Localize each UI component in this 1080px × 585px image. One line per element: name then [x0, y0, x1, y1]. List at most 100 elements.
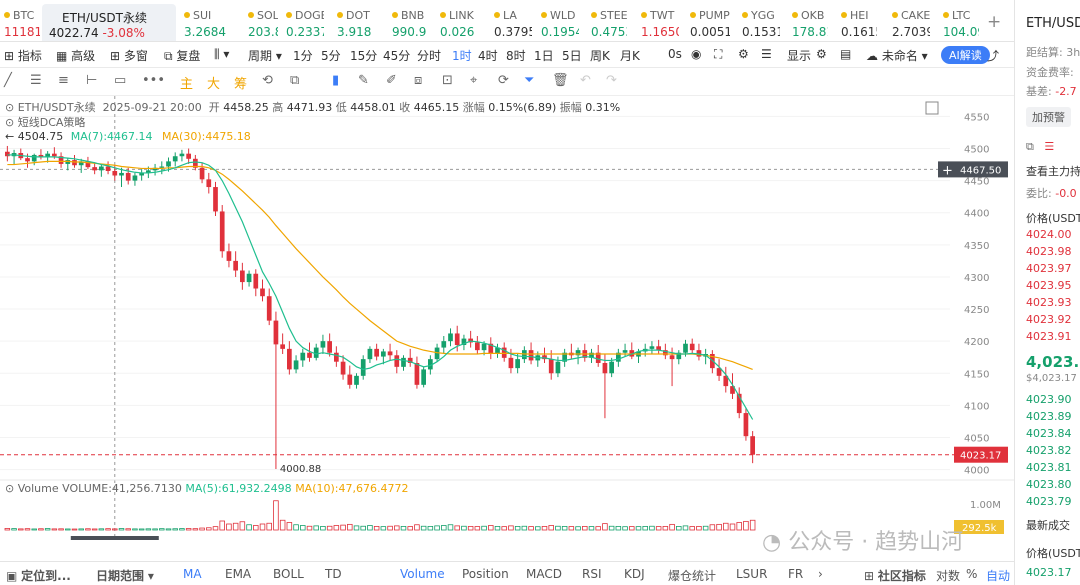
percent-toggle[interactable]: % — [966, 567, 978, 581]
ticker-item[interactable]: LA 0.3795 — [494, 0, 532, 41]
channel-tool-icon[interactable]: ≡ — [58, 73, 69, 88]
filter-icon[interactable]: ⏷ — [524, 73, 535, 88]
tab-eth-usdt[interactable]: ETH/USDT永续 4022.74 -3.08% — [42, 4, 176, 41]
period-1h[interactable]: 1时 — [452, 49, 472, 63]
candle — [186, 148, 191, 164]
period-dropdown[interactable]: 周期 ▾ — [248, 49, 282, 63]
replay-button[interactable]: ⧉ 复盘 — [164, 49, 201, 63]
line-tool-icon[interactable]: ╱ — [4, 73, 12, 88]
more-indicators-icon[interactable]: › — [818, 567, 823, 581]
panel-tabs[interactable]: ⧉ ☰ — [1026, 140, 1054, 154]
ticker-item[interactable]: WLD 0.1954 — [541, 0, 579, 41]
ticker-item[interactable]: DOT 3.918 — [337, 0, 371, 41]
share-icon[interactable]: ⤴ — [987, 49, 1000, 63]
candlestick-chart[interactable]: 4000 4050 4100 4150 4200 4250 4300 4350 4400 4450… — [0, 96, 1014, 540]
add-tab-button[interactable]: + — [987, 12, 1002, 32]
ticker-item[interactable]: OKB 178.81 — [792, 0, 828, 41]
indicator-kdj[interactable]: KDJ — [624, 567, 645, 581]
undo-icon[interactable]: ↶ — [580, 73, 591, 88]
ticker-item[interactable]: TWT 1.1650 — [641, 0, 679, 41]
copy-icon[interactable]: ⧉ — [1026, 140, 1034, 153]
measure-icon[interactable]: ⧈ — [414, 73, 423, 88]
ticker-item[interactable]: YGG 0.1531 — [742, 0, 780, 41]
indicator-ema[interactable]: EMA — [225, 567, 252, 581]
main-force-tool[interactable]: 主 — [180, 77, 194, 92]
chip-tool[interactable]: 筹 — [234, 77, 248, 92]
period-5m[interactable]: 5分 — [321, 49, 341, 63]
indicator-td[interactable]: TD — [325, 567, 342, 581]
ticker-item[interactable]: HEI 0.1615 — [841, 0, 877, 41]
indicator-boll[interactable]: BOLL — [273, 567, 304, 581]
add-alert-button[interactable]: 加预警 — [1026, 107, 1071, 127]
trash-icon[interactable]: 🗑 — [552, 73, 569, 88]
indicator-position[interactable]: Position — [462, 567, 509, 581]
lock-icon[interactable]: ⊡ — [442, 73, 453, 88]
refresh-interval[interactable]: 0s — [668, 47, 682, 61]
auto-scale-toggle[interactable]: 自动 — [986, 569, 1011, 583]
period-15m[interactable]: 15分 — [350, 49, 378, 63]
period-4h[interactable]: 4时 — [478, 49, 498, 63]
ai-interpret-button[interactable]: AI解读 — [941, 46, 990, 64]
ticker-item[interactable]: BTC 111819 — [4, 0, 40, 41]
ticker-item[interactable]: SOL 203.84 — [248, 0, 278, 41]
layers-icon[interactable]: ⧉ — [290, 73, 300, 88]
brush-icon[interactable]: ✐ — [386, 73, 397, 88]
bookmark-icon[interactable]: ▮ — [332, 73, 340, 88]
fullscreen-icon[interactable]: ⛶ — [714, 47, 723, 61]
period-timeshare[interactable]: 分时 — [417, 49, 442, 63]
date-range-dropdown[interactable]: 日期范围 ▾ — [96, 569, 154, 583]
big-order-tool[interactable]: 大 — [207, 77, 221, 92]
community-indicator[interactable]: ⊞ 社区指标 — [864, 569, 926, 583]
period-1d[interactable]: 1日 — [534, 49, 554, 63]
period-45m[interactable]: 45分 — [383, 49, 411, 63]
multi-window-button[interactable]: ⊞ 多窗 — [110, 49, 148, 63]
period-1m[interactable]: 1分 — [293, 49, 313, 63]
period-8h[interactable]: 8时 — [506, 49, 526, 63]
advanced-button[interactable]: ▦ 高级 — [56, 49, 96, 63]
layout-icon[interactable]: ▤ — [840, 47, 852, 61]
pin-icon[interactable]: ⌖ — [470, 73, 478, 88]
more-tools-icon[interactable]: ••• — [142, 73, 166, 88]
ticker-item[interactable]: LTC 104.09 — [943, 0, 979, 41]
rect-tool-icon[interactable]: ▭ — [114, 73, 127, 88]
indicator-liquidation[interactable]: 爆仓统计 — [668, 569, 717, 583]
collapse-icon[interactable]: ⊙ — [5, 116, 15, 129]
link-icon[interactable]: ⟳ — [498, 73, 509, 88]
redo-icon[interactable]: ↷ — [606, 73, 617, 88]
period-week[interactable]: 周K — [590, 49, 610, 63]
layout-save-button[interactable]: ☁ 未命名 ▾ — [866, 49, 928, 63]
hline-tool-icon[interactable]: ☰ — [30, 73, 42, 88]
indicator-ma[interactable]: MA — [183, 567, 202, 581]
indicator-lsur[interactable]: LSUR — [736, 567, 768, 581]
indicator-fr[interactable]: FR — [788, 567, 804, 581]
indicator-macd[interactable]: MACD — [526, 567, 562, 581]
list-icon[interactable]: ☰ — [761, 47, 772, 61]
period-5d[interactable]: 5日 — [562, 49, 582, 63]
settings-icon[interactable]: ⚙ — [738, 47, 749, 61]
collapse-icon[interactable]: ⊙ — [5, 101, 15, 114]
ticker-item[interactable]: CAKE 2.7039 — [892, 0, 930, 41]
indicator-rsi[interactable]: RSI — [582, 567, 602, 581]
period-month[interactable]: 月K — [620, 49, 640, 63]
ticker-item[interactable]: BNB 990.92 — [392, 0, 426, 41]
ticker-item[interactable]: LINK 0.0267 — [440, 0, 474, 41]
pencil-icon[interactable]: ✎ — [358, 73, 369, 88]
candle-body — [501, 347, 507, 358]
log-scale-toggle[interactable]: 对数 — [936, 569, 961, 583]
indicators-button[interactable]: ⊞ 指标 — [4, 49, 42, 63]
locate-button[interactable]: ▣ 定位到... — [6, 569, 71, 583]
gear-icon[interactable]: ⚙ — [816, 47, 827, 61]
bars-icon[interactable]: ☰ — [1044, 140, 1055, 153]
chart-type-button[interactable]: ⫼ ▾ — [214, 47, 230, 61]
display-button[interactable]: 显示 — [787, 49, 812, 63]
magnet-icon[interactable]: ⟲ — [262, 73, 273, 88]
collapse-icon[interactable]: ⊙ — [5, 482, 15, 495]
ticker-item[interactable]: PUMP 0.0051 — [690, 0, 730, 41]
ray-tool-icon[interactable]: ⊢ — [86, 73, 98, 88]
indicator-volume[interactable]: Volume — [400, 567, 445, 581]
ticker-item[interactable]: SUI 3.2684 — [184, 0, 230, 41]
screenshot-icon[interactable]: ◉ — [691, 47, 702, 61]
main-force-link[interactable]: 查看主力持 — [1026, 165, 1080, 178]
ticker-item[interactable]: DOGE 0.2337 — [286, 0, 324, 41]
ticker-item[interactable]: STEEM 0.4753 — [591, 0, 627, 41]
